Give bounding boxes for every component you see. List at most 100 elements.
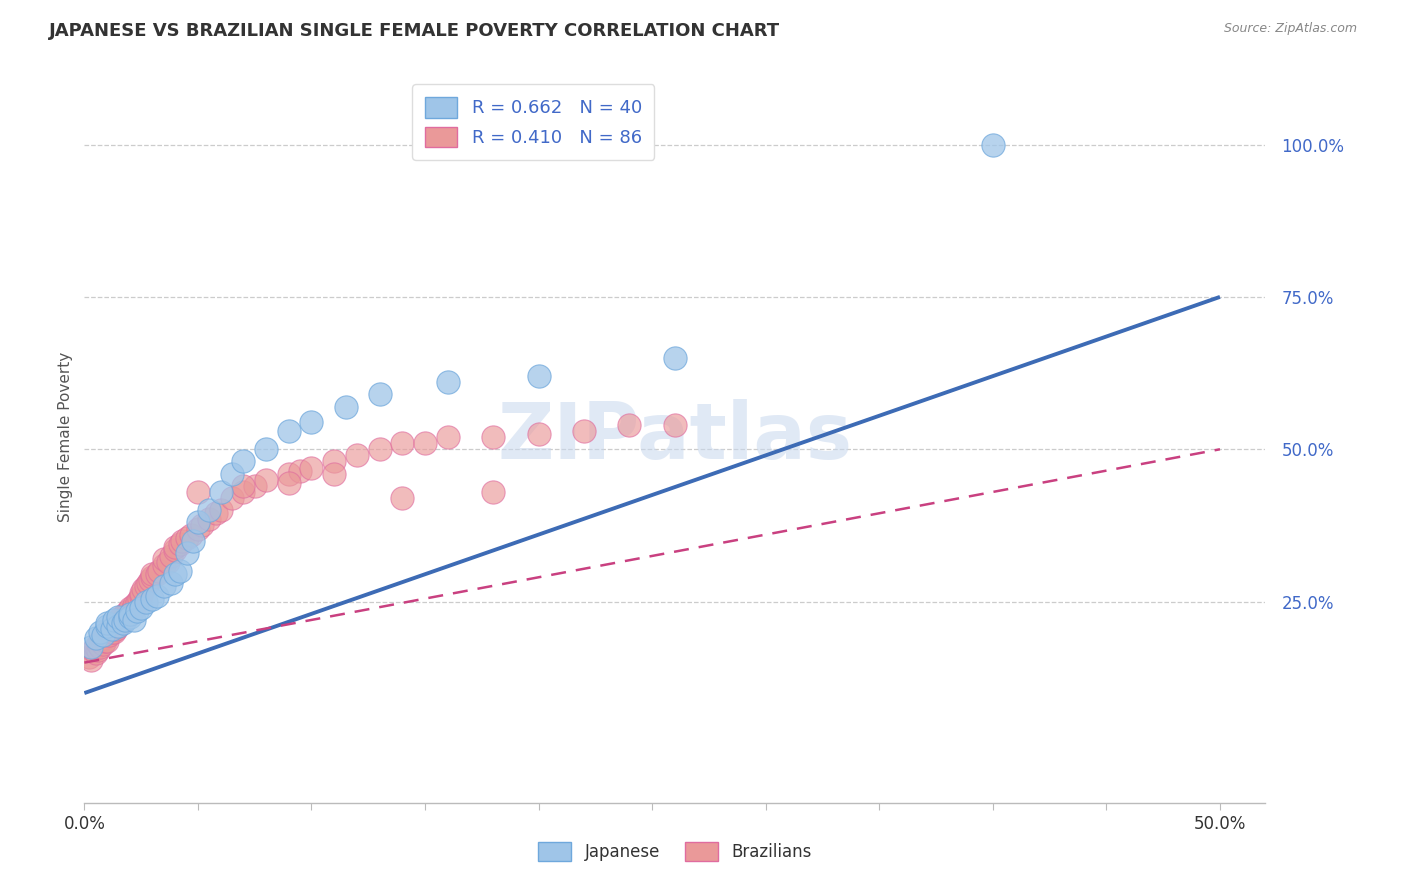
Point xyxy=(141,567,163,582)
Point xyxy=(87,637,110,651)
Point xyxy=(157,555,180,569)
Point xyxy=(146,589,169,603)
Legend: Japanese, Brazilians: Japanese, Brazilians xyxy=(531,835,818,868)
Point xyxy=(413,436,436,450)
Point xyxy=(103,619,125,633)
Point xyxy=(277,424,299,438)
Point xyxy=(114,607,136,621)
Text: Source: ZipAtlas.com: Source: ZipAtlas.com xyxy=(1223,22,1357,36)
Point xyxy=(981,137,1004,152)
Point xyxy=(129,600,152,615)
Point xyxy=(323,467,346,481)
Point xyxy=(436,376,458,390)
Point xyxy=(232,485,254,500)
Point xyxy=(198,512,221,526)
Point xyxy=(198,503,221,517)
Point xyxy=(84,632,107,646)
Point xyxy=(153,579,176,593)
Point xyxy=(103,613,125,627)
Point xyxy=(118,610,141,624)
Point xyxy=(187,521,209,535)
Point xyxy=(80,640,103,655)
Point xyxy=(187,485,209,500)
Point xyxy=(135,579,157,593)
Point xyxy=(209,503,232,517)
Point xyxy=(114,610,136,624)
Point xyxy=(232,454,254,468)
Point xyxy=(114,613,136,627)
Point xyxy=(125,604,148,618)
Point xyxy=(159,549,181,563)
Point xyxy=(527,427,550,442)
Point xyxy=(169,537,191,551)
Point xyxy=(183,533,205,548)
Point xyxy=(335,400,357,414)
Point xyxy=(482,485,505,500)
Point xyxy=(205,506,228,520)
Point xyxy=(323,454,346,468)
Point xyxy=(89,634,111,648)
Point xyxy=(169,564,191,578)
Point xyxy=(153,558,176,573)
Point xyxy=(482,430,505,444)
Point xyxy=(98,628,121,642)
Point xyxy=(301,415,323,429)
Point xyxy=(148,564,170,578)
Point xyxy=(121,604,143,618)
Point xyxy=(117,604,139,618)
Point xyxy=(107,613,129,627)
Point xyxy=(277,475,299,490)
Point xyxy=(118,607,141,621)
Point xyxy=(118,600,141,615)
Point xyxy=(107,619,129,633)
Point xyxy=(664,417,686,432)
Point xyxy=(84,640,107,655)
Point xyxy=(141,570,163,584)
Point xyxy=(159,576,181,591)
Point xyxy=(96,625,118,640)
Point xyxy=(191,518,214,533)
Point xyxy=(110,615,132,630)
Point xyxy=(100,625,122,640)
Point xyxy=(89,625,111,640)
Point xyxy=(91,637,114,651)
Point xyxy=(572,424,595,438)
Point xyxy=(391,436,413,450)
Point xyxy=(107,619,129,633)
Point xyxy=(139,574,162,588)
Point xyxy=(129,589,152,603)
Point xyxy=(105,615,128,630)
Point xyxy=(82,643,104,657)
Point xyxy=(243,479,266,493)
Point xyxy=(664,351,686,365)
Point xyxy=(124,598,146,612)
Point xyxy=(87,643,110,657)
Point xyxy=(153,552,176,566)
Point xyxy=(165,542,187,557)
Point xyxy=(111,615,134,630)
Point xyxy=(288,464,311,478)
Point xyxy=(209,485,232,500)
Point xyxy=(135,594,157,608)
Point xyxy=(391,491,413,505)
Point xyxy=(128,591,150,606)
Point xyxy=(301,460,323,475)
Point xyxy=(221,467,243,481)
Point xyxy=(277,467,299,481)
Point xyxy=(94,628,117,642)
Point xyxy=(368,442,391,457)
Point xyxy=(254,473,277,487)
Point xyxy=(96,615,118,630)
Point xyxy=(89,640,111,655)
Point xyxy=(176,531,198,545)
Point xyxy=(125,594,148,608)
Point xyxy=(124,613,146,627)
Text: JAPANESE VS BRAZILIAN SINGLE FEMALE POVERTY CORRELATION CHART: JAPANESE VS BRAZILIAN SINGLE FEMALE POVE… xyxy=(49,22,780,40)
Point xyxy=(146,567,169,582)
Point xyxy=(107,610,129,624)
Point xyxy=(527,369,550,384)
Point xyxy=(221,491,243,505)
Point xyxy=(187,516,209,530)
Point xyxy=(619,417,641,432)
Point xyxy=(100,622,122,636)
